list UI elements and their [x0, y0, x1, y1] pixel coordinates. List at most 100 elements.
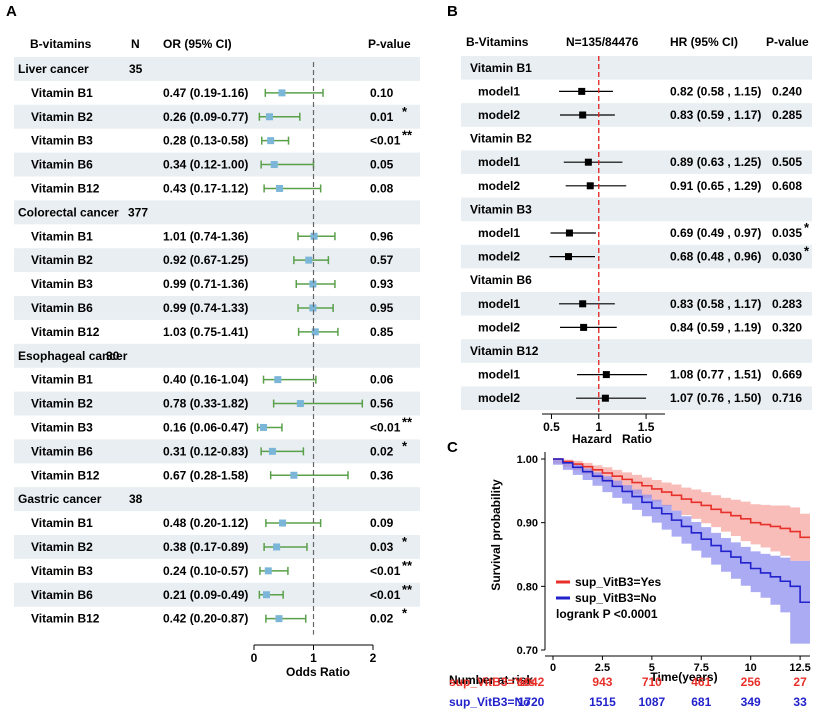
- point-estimate: [578, 87, 586, 95]
- p-value: 0.035: [772, 226, 802, 240]
- or-ci-value: 0.38 (0.17-0.89): [163, 540, 248, 554]
- panel-b-axis-label-left: Hazard: [572, 432, 612, 446]
- p-value: 0.08: [370, 181, 394, 195]
- point-estimate: [279, 519, 287, 527]
- p-value: 0.285: [772, 108, 802, 122]
- or-ci-value: 0.99 (0.74-1.33): [163, 301, 248, 315]
- or-ci-value: 0.28 (0.13-0.58): [163, 134, 248, 148]
- model-label: model2: [478, 108, 520, 122]
- row-label: Vitamin B3: [31, 564, 93, 578]
- x-tick-label: 1: [310, 651, 317, 665]
- table-stripe: [461, 292, 812, 316]
- p-value: <0.01: [370, 420, 401, 434]
- table-stripe: [461, 103, 812, 127]
- p-value: 0.716: [772, 391, 802, 405]
- x-tick-label: 0: [550, 662, 556, 674]
- x-tick-label: 2.5: [595, 662, 610, 674]
- group-label: Vitamin B3: [470, 202, 532, 216]
- or-ci-value: 0.16 (0.06-0.47): [163, 420, 248, 434]
- point-estimate: [305, 256, 313, 264]
- y-tick-label: 0.90: [517, 518, 538, 530]
- hr-ci-value: 1.07 (0.76 , 1.50): [670, 391, 761, 405]
- y-tick-label: 0.70: [517, 645, 538, 657]
- or-ci-value: 1.01 (0.74-1.36): [163, 229, 248, 243]
- header-n: N: [131, 37, 140, 51]
- point-estimate: [262, 591, 270, 599]
- panel-b-stripes: [461, 56, 812, 410]
- hr-ci-value: 0.83 (0.59 , 1.17): [670, 108, 761, 122]
- table-stripe: [14, 487, 420, 512]
- p-value: 0.01: [370, 110, 394, 124]
- p-value: 0.320: [772, 320, 802, 334]
- x-tick-label: 1.5: [638, 420, 655, 434]
- point-estimate: [274, 376, 282, 384]
- p-value: 0.06: [370, 373, 394, 387]
- point-estimate: [265, 113, 273, 121]
- hr-ci-value: 0.84 (0.59 , 1.19): [670, 320, 761, 334]
- panel-a-stripes: [14, 57, 420, 607]
- risk-table-title: Number at risk: [449, 673, 533, 687]
- row-label: Vitamin B12: [31, 612, 100, 626]
- row-label: Vitamin B6: [31, 588, 93, 602]
- table-stripe: [14, 535, 420, 559]
- or-ci-value: 0.99 (0.71-1.36): [163, 277, 248, 291]
- x-tick-label: 0.5: [543, 420, 560, 434]
- model-label: model1: [478, 368, 520, 382]
- y-tick-label: 0.80: [517, 581, 538, 593]
- row-label: Vitamin B3: [31, 420, 93, 434]
- ci-band-no: [553, 459, 810, 644]
- model-label: model1: [478, 84, 520, 98]
- row-label: Vitamin B6: [31, 158, 93, 172]
- point-estimate: [290, 471, 298, 479]
- row-label: Vitamin B12: [31, 181, 100, 195]
- header-b-n: N=135/84476: [566, 35, 639, 49]
- risk-count: 681: [691, 695, 711, 709]
- point-estimate: [296, 400, 304, 408]
- km-y-axis-label: Survival probability: [489, 479, 503, 591]
- panel-a-axis: 0 1 2: [251, 644, 377, 665]
- table-stripe: [14, 248, 420, 273]
- row-label: Vitamin B12: [31, 325, 100, 339]
- p-value: 0.95: [370, 301, 394, 315]
- significance-mark: **: [402, 558, 413, 573]
- p-value: <0.01: [370, 564, 401, 578]
- panel-b-forest: [549, 56, 648, 412]
- p-value: 0.10: [370, 86, 394, 100]
- group-label: Esophageal cancer: [18, 349, 128, 363]
- panel-a-rows: Liver cancer 35 Vitamin B1 0.47 (0.19-1.16)…: [18, 62, 413, 626]
- model-label: model1: [478, 226, 520, 240]
- risk-label-yes: sup_VitB3=Yes: [449, 675, 535, 689]
- significance-mark: *: [402, 104, 408, 119]
- model-label: model2: [478, 179, 520, 193]
- row-label: Vitamin B1: [31, 86, 93, 100]
- table-stripe: [14, 104, 420, 129]
- significance-mark: *: [804, 244, 810, 259]
- group-n: 35: [129, 62, 143, 76]
- point-estimate: [309, 304, 317, 312]
- model-label: model2: [478, 250, 520, 264]
- significance-mark: **: [402, 414, 413, 429]
- panel-c-letter: C: [447, 439, 458, 456]
- p-value: 0.02: [370, 444, 394, 458]
- group-label: Liver cancer: [18, 62, 89, 76]
- significance-mark: **: [402, 128, 413, 143]
- x-tick-label: 7.5: [694, 662, 709, 674]
- row-label: Vitamin B1: [31, 516, 93, 530]
- group-label: Gastric cancer: [18, 492, 102, 506]
- p-value: 0.09: [370, 516, 394, 530]
- point-estimate: [602, 371, 610, 379]
- p-value: 0.669: [772, 368, 802, 382]
- model-label: model2: [478, 391, 520, 405]
- legend-yes-label: sup_VitB3=Yes: [575, 575, 661, 589]
- point-estimate: [276, 184, 284, 192]
- significance-mark: *: [402, 438, 408, 453]
- panel-c: C 0.70 0.80 0.90 1.00 0 2.5 5 7.5 10 12.5 Surviva…: [447, 439, 811, 709]
- point-estimate: [565, 229, 573, 237]
- km-curve-yes: [553, 458, 810, 539]
- or-ci-value: 0.24 (0.10-0.57): [163, 564, 248, 578]
- table-stripe: [14, 57, 420, 81]
- header-or: OR (95% CI): [163, 37, 232, 51]
- table-stripe: [14, 152, 420, 177]
- p-value: 0.608: [772, 179, 802, 193]
- p-value: 0.240: [772, 84, 802, 98]
